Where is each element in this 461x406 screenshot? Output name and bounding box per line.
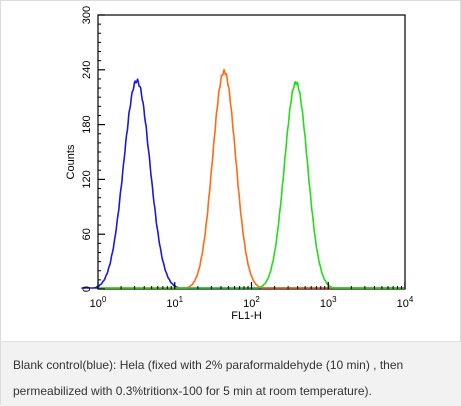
- histogram-chart: 100 101 102 103 104 0 60 120 180 240 300 FL1-H Co…: [65, 6, 414, 322]
- y-axis: 0 60 120 180 240 300: [81, 6, 105, 292]
- x-tick-label: 104: [397, 295, 414, 310]
- caption-line-1: Blank control(blue): Hela (fixed with 2%…: [13, 358, 404, 372]
- x-tick-label: 103: [320, 295, 337, 310]
- caption-line-2: permeabilized with 0.3%tritionx-100 for …: [13, 384, 372, 398]
- histogram-series-2: [98, 68, 405, 289]
- histogram-series-1: [81, 78, 405, 289]
- y-tick-label: 300: [81, 6, 93, 24]
- figure-caption: Blank control(blue): Hela (fixed with 2%…: [1, 341, 461, 406]
- x-tick-label: 102: [243, 295, 260, 310]
- y-axis-label: Counts: [65, 144, 77, 179]
- y-tick-label: 180: [81, 115, 93, 133]
- x-tick-label: 101: [166, 295, 183, 310]
- x-axis: 100 101 102 103 104: [90, 282, 414, 310]
- x-axis-label: FL1-H: [231, 310, 262, 322]
- y-tick-label: 60: [81, 228, 93, 240]
- y-tick-label: 0: [81, 286, 93, 292]
- x-tick-label: 100: [90, 295, 107, 310]
- histogram-plot: 100 101 102 103 104 0 60 120 180 240 300 FL1-H Co…: [1, 1, 461, 341]
- y-tick-label: 240: [81, 61, 93, 79]
- y-tick-label: 120: [81, 170, 93, 188]
- histogram-curves: [81, 68, 405, 289]
- plot-frame: [97, 14, 406, 290]
